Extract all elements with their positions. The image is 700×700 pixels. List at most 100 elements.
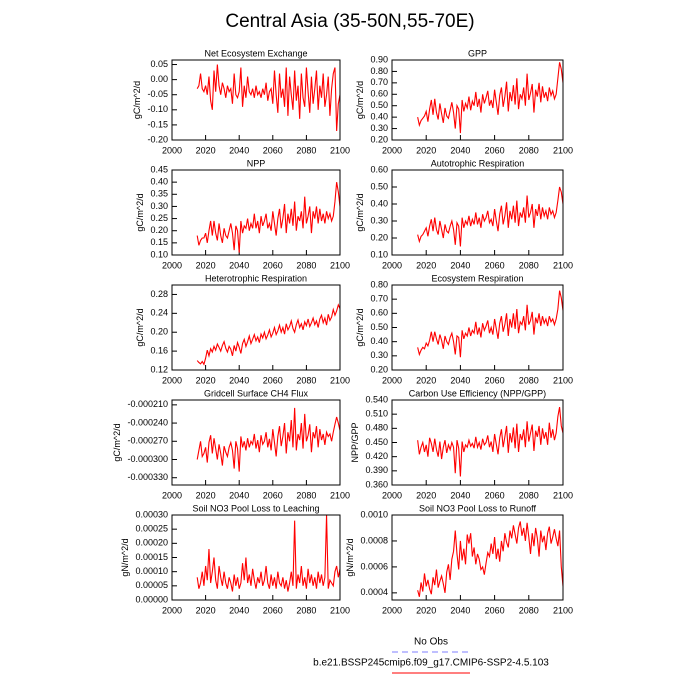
x-tick-label: 2000: [382, 260, 402, 270]
legend-label: b.e21.BSSP245cmip6.f09_g17.CMIP6-SSP2-4.…: [313, 658, 549, 669]
x-tick-label: 2080: [519, 375, 539, 385]
x-tick-label: 2060: [263, 375, 283, 385]
y-tick-label: 0.40: [370, 198, 388, 208]
plot-frame: [171, 59, 341, 141]
x-tick-label: 2100: [553, 490, 573, 500]
plot-frame: [391, 169, 564, 256]
y-tick-label: 0.40: [370, 336, 388, 346]
data-line: [417, 521, 564, 597]
x-tick-label: 2080: [296, 490, 316, 500]
panel-title: Soil NO3 Pool Loss to Leaching: [192, 503, 319, 513]
y-tick-label: 0.390: [365, 465, 388, 475]
y-tick-label: -0.000330: [127, 472, 168, 482]
x-tick-label: 2080: [296, 260, 316, 270]
y-tick-label: 0.510: [365, 409, 388, 419]
y-tick-label: 0.30: [370, 350, 388, 360]
y-tick-label: 0.50: [370, 322, 388, 332]
data-line: [196, 514, 341, 592]
x-tick-label: 2000: [162, 605, 182, 615]
y-axis-label: gN/m^2/d: [345, 538, 355, 576]
x-tick-label: 2060: [263, 145, 283, 155]
y-tick-label: -0.000300: [127, 454, 168, 464]
y-tick-label: 0.80: [370, 66, 388, 76]
panel-title: Soil NO3 Pool Loss to Runoff: [419, 503, 536, 513]
y-tick-label: 0.0004: [360, 587, 388, 597]
x-tick-label: 2020: [196, 145, 216, 155]
y-axis-label: gC/m^2/d: [355, 308, 365, 346]
y-tick-label: 0.450: [365, 437, 388, 447]
panel-title: Net Ecosystem Exchange: [204, 48, 307, 58]
y-tick-label: 0.00015: [135, 552, 168, 562]
x-tick-label: 2000: [162, 375, 182, 385]
data-line: [417, 186, 564, 247]
x-tick-label: 2000: [382, 490, 402, 500]
y-tick-label: 0.70: [370, 294, 388, 304]
x-tick-label: 2060: [485, 490, 505, 500]
x-tick-label: 2080: [519, 145, 539, 155]
y-tick-label: 0.20: [150, 225, 168, 235]
x-tick-label: 2020: [416, 375, 436, 385]
panel-title: Carbon Use Efficiency (NPP/GPP): [409, 388, 546, 398]
x-tick-label: 2040: [229, 260, 249, 270]
y-tick-label: 0.480: [365, 423, 388, 433]
x-tick-label: 2020: [196, 260, 216, 270]
x-tick-label: 2100: [330, 605, 350, 615]
x-tick-label: 2040: [229, 605, 249, 615]
x-tick-label: 2060: [263, 490, 283, 500]
y-tick-label: 0.0008: [360, 535, 388, 545]
y-tick-label: 0.540: [365, 394, 388, 404]
x-tick-label: 2100: [330, 375, 350, 385]
data-line: [196, 303, 341, 366]
y-tick-label: 0.20: [370, 134, 388, 144]
x-tick-label: 2080: [519, 260, 539, 270]
y-tick-label: 0.28: [150, 289, 168, 299]
x-tick-label: 2020: [416, 490, 436, 500]
x-tick-label: 2020: [196, 490, 216, 500]
x-tick-label: 2060: [263, 605, 283, 615]
y-tick-label: 0.0006: [360, 561, 388, 571]
x-tick-label: 2040: [229, 145, 249, 155]
x-tick-label: 2080: [296, 145, 316, 155]
panel-title: Gridcell Surface CH4 Flux: [204, 388, 309, 398]
y-tick-label: 0.60: [370, 164, 388, 174]
y-tick-label: -0.20: [147, 134, 168, 144]
plot-frame: [171, 284, 341, 371]
y-tick-label: 0.00010: [135, 566, 168, 576]
y-tick-label: 0.00020: [135, 538, 168, 548]
data-line: [417, 290, 564, 358]
y-tick-label: 0.00030: [135, 509, 168, 519]
plot-frame: [391, 284, 564, 371]
y-tick-label: 0.70: [370, 77, 388, 87]
figure-title: Central Asia (35-50N,55-70E): [225, 11, 474, 32]
x-tick-label: 2060: [485, 375, 505, 385]
x-tick-label: 2080: [296, 605, 316, 615]
x-tick-label: 2000: [162, 490, 182, 500]
y-tick-label: 0.10: [150, 249, 168, 259]
x-tick-label: 2040: [450, 145, 470, 155]
y-tick-label: 0.90: [370, 54, 388, 64]
y-tick-label: -0.05: [147, 89, 168, 99]
data-line: [196, 64, 341, 131]
y-tick-label: 0.24: [150, 308, 168, 318]
y-tick-label: 0.45: [150, 164, 168, 174]
x-tick-label: 2000: [382, 145, 402, 155]
x-tick-label: 2060: [263, 260, 283, 270]
x-tick-label: 2040: [450, 605, 470, 615]
x-tick-label: 2040: [229, 490, 249, 500]
x-tick-label: 2060: [485, 145, 505, 155]
y-tick-label: 0.10: [370, 249, 388, 259]
panel-title: NPP: [247, 158, 266, 168]
y-tick-label: 0.00000: [135, 594, 168, 604]
y-tick-label: 0.00005: [135, 580, 168, 590]
x-tick-label: 2060: [485, 605, 505, 615]
y-axis-label: gC/m^2/d: [112, 423, 122, 461]
y-axis-label: gC/m^2/d: [355, 193, 365, 231]
plot-frame: [171, 514, 341, 601]
x-tick-label: 2040: [450, 490, 470, 500]
y-tick-label: 0.20: [370, 364, 388, 374]
x-tick-label: 2000: [162, 145, 182, 155]
y-tick-label: 0.25: [150, 213, 168, 223]
plot-frame: [171, 399, 341, 486]
x-tick-label: 2100: [330, 260, 350, 270]
